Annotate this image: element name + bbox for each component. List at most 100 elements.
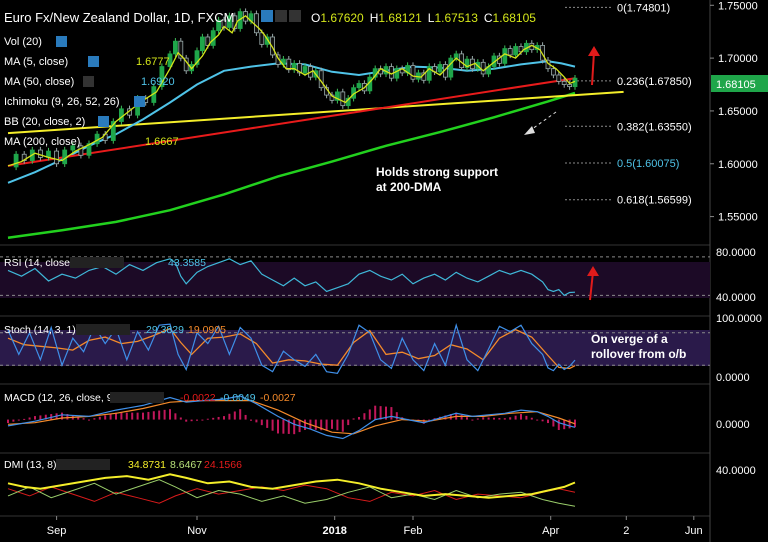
- macd-hist-bar: [493, 417, 495, 420]
- legend-vol: Vol (20): [4, 36, 42, 48]
- macd-hist-bar: [325, 419, 328, 431]
- macd-hist-bar: [250, 419, 252, 421]
- macd-hist-bar: [142, 412, 144, 420]
- candle-body: [410, 65, 416, 80]
- macd-hist-bar: [314, 419, 317, 430]
- candle-body: [513, 46, 518, 56]
- macd-hist-bar: [460, 414, 463, 420]
- macd-hist-bar: [7, 419, 9, 424]
- macd-hist-bar: [374, 405, 377, 420]
- macd-hist-bar: [158, 410, 161, 420]
- header-buttons: [261, 10, 301, 22]
- macd-hist-bar: [390, 407, 393, 420]
- macd-hist-bar: [260, 419, 263, 426]
- ma50-visibility-icon[interactable]: [83, 76, 94, 87]
- x-axis-label-4: Apr: [542, 525, 559, 537]
- macd-hist-bar: [476, 418, 479, 420]
- macd-hist-bar: [44, 414, 47, 420]
- candle-body: [38, 149, 43, 158]
- candle-body: [70, 145, 76, 151]
- candle-body: [551, 68, 556, 76]
- stoch-tick-100: 100.0000: [716, 313, 762, 325]
- candle-body: [480, 61, 486, 75]
- dmi-adx-line: [7, 473, 576, 499]
- macd-hist-bar: [17, 419, 20, 421]
- dmi-plus-value: 8.6467: [170, 459, 202, 471]
- macd-hist-bar: [136, 412, 139, 420]
- macd-hist-bar: [503, 418, 506, 420]
- macd-hist-bar: [233, 411, 236, 420]
- legend-ma200: MA (200, close): [4, 136, 80, 148]
- candle-body: [226, 15, 232, 28]
- macd-hist-bar: [557, 419, 560, 430]
- legend-ma50: MA (50, close): [4, 76, 74, 88]
- macd-hist-bar: [541, 419, 544, 422]
- macd-hist-bar: [422, 419, 425, 424]
- settings-icon[interactable]: [275, 10, 287, 22]
- macd-hist-bar: [77, 416, 80, 420]
- legend-ma5: MA (5, close): [4, 56, 68, 68]
- rsi-value: 43.3585: [168, 257, 206, 269]
- vol-visibility-icon[interactable]: [56, 36, 67, 47]
- macd-hist-bar: [444, 415, 447, 420]
- fib-label-2: 0.382(1.63550): [617, 121, 692, 133]
- dmi-buttons[interactable]: [56, 459, 110, 470]
- macd-hist-bar: [120, 412, 123, 420]
- bb-visibility-icon[interactable]: [98, 116, 109, 127]
- candle-body: [556, 74, 562, 82]
- macd-hist-bar: [147, 411, 150, 420]
- price-tag-label: 1.68105: [716, 79, 756, 91]
- macd-buttons[interactable]: [110, 392, 164, 403]
- legend-bb: BB (20, close, 2): [4, 116, 85, 128]
- macd-hist-bar: [12, 419, 15, 422]
- up-arrow-rsi-shaft: [589, 271, 594, 301]
- stoch-k-value: 29.3829: [146, 324, 184, 336]
- x-axis: Sep Nov 2018 Feb Apr 2 Jun: [47, 516, 703, 537]
- header: Euro Fx/New Zealand Dollar, 1D, FXCM O1.…: [4, 10, 536, 25]
- macd-signal-line: [7, 400, 576, 435]
- stoch-tick-0: 0.0000: [716, 372, 750, 384]
- rsi-tick-40: 40.0000: [716, 292, 756, 304]
- stoch-annotation-line2: rollover from o/b: [591, 347, 686, 361]
- candle-body: [302, 66, 308, 74]
- rsi-buttons[interactable]: [70, 257, 124, 268]
- macd-hist-bar: [514, 415, 517, 420]
- macd-hist-bar: [66, 414, 69, 420]
- macd-hist-bar: [88, 419, 90, 421]
- close-icon[interactable]: [289, 10, 301, 22]
- candle-body: [540, 45, 545, 61]
- macd-value: -0.0049: [220, 392, 256, 404]
- stoch-k-line: [7, 323, 576, 374]
- macd-hist-bar: [547, 419, 549, 424]
- dmi-adx-value: 34.8731: [128, 459, 166, 471]
- up-arrow-price-shaft: [591, 51, 595, 86]
- ichimoku-visibility-icon[interactable]: [134, 96, 145, 107]
- candle-body: [54, 150, 59, 165]
- x-axis-label-5: 2: [623, 525, 629, 537]
- support-annotation-line1: Holds strong support: [376, 165, 498, 179]
- fib-label-3: 0.5(1.60075): [617, 158, 679, 170]
- macd-hist-bar: [190, 419, 193, 422]
- candle-body: [297, 62, 303, 74]
- candle-body: [86, 143, 92, 156]
- macd-hist-bar: [466, 417, 468, 420]
- macd-hist-bar: [109, 414, 112, 420]
- macd-hist-bar: [395, 412, 398, 420]
- macd-hist-bar: [379, 406, 382, 420]
- macd-signal-value: -0.0027: [260, 392, 296, 404]
- candle-body: [448, 57, 454, 78]
- x-axis-label-1: Nov: [187, 525, 207, 537]
- x-axis-label-3: Feb: [404, 525, 423, 537]
- stoch-buttons[interactable]: [76, 324, 130, 335]
- visibility-toggle-icon[interactable]: [261, 10, 273, 22]
- macd-hist-bar: [471, 419, 474, 421]
- candle-body: [388, 66, 394, 79]
- macd-hist-bar: [271, 419, 274, 431]
- macd-hist-bar: [98, 416, 101, 420]
- candle-body: [340, 91, 346, 107]
- candle-body: [286, 58, 292, 71]
- macd-tick-0: 0.0000: [716, 419, 750, 431]
- dmi-minus-line: [7, 484, 576, 504]
- macd-hist-bar: [104, 415, 107, 420]
- ma5-visibility-icon[interactable]: [88, 56, 99, 67]
